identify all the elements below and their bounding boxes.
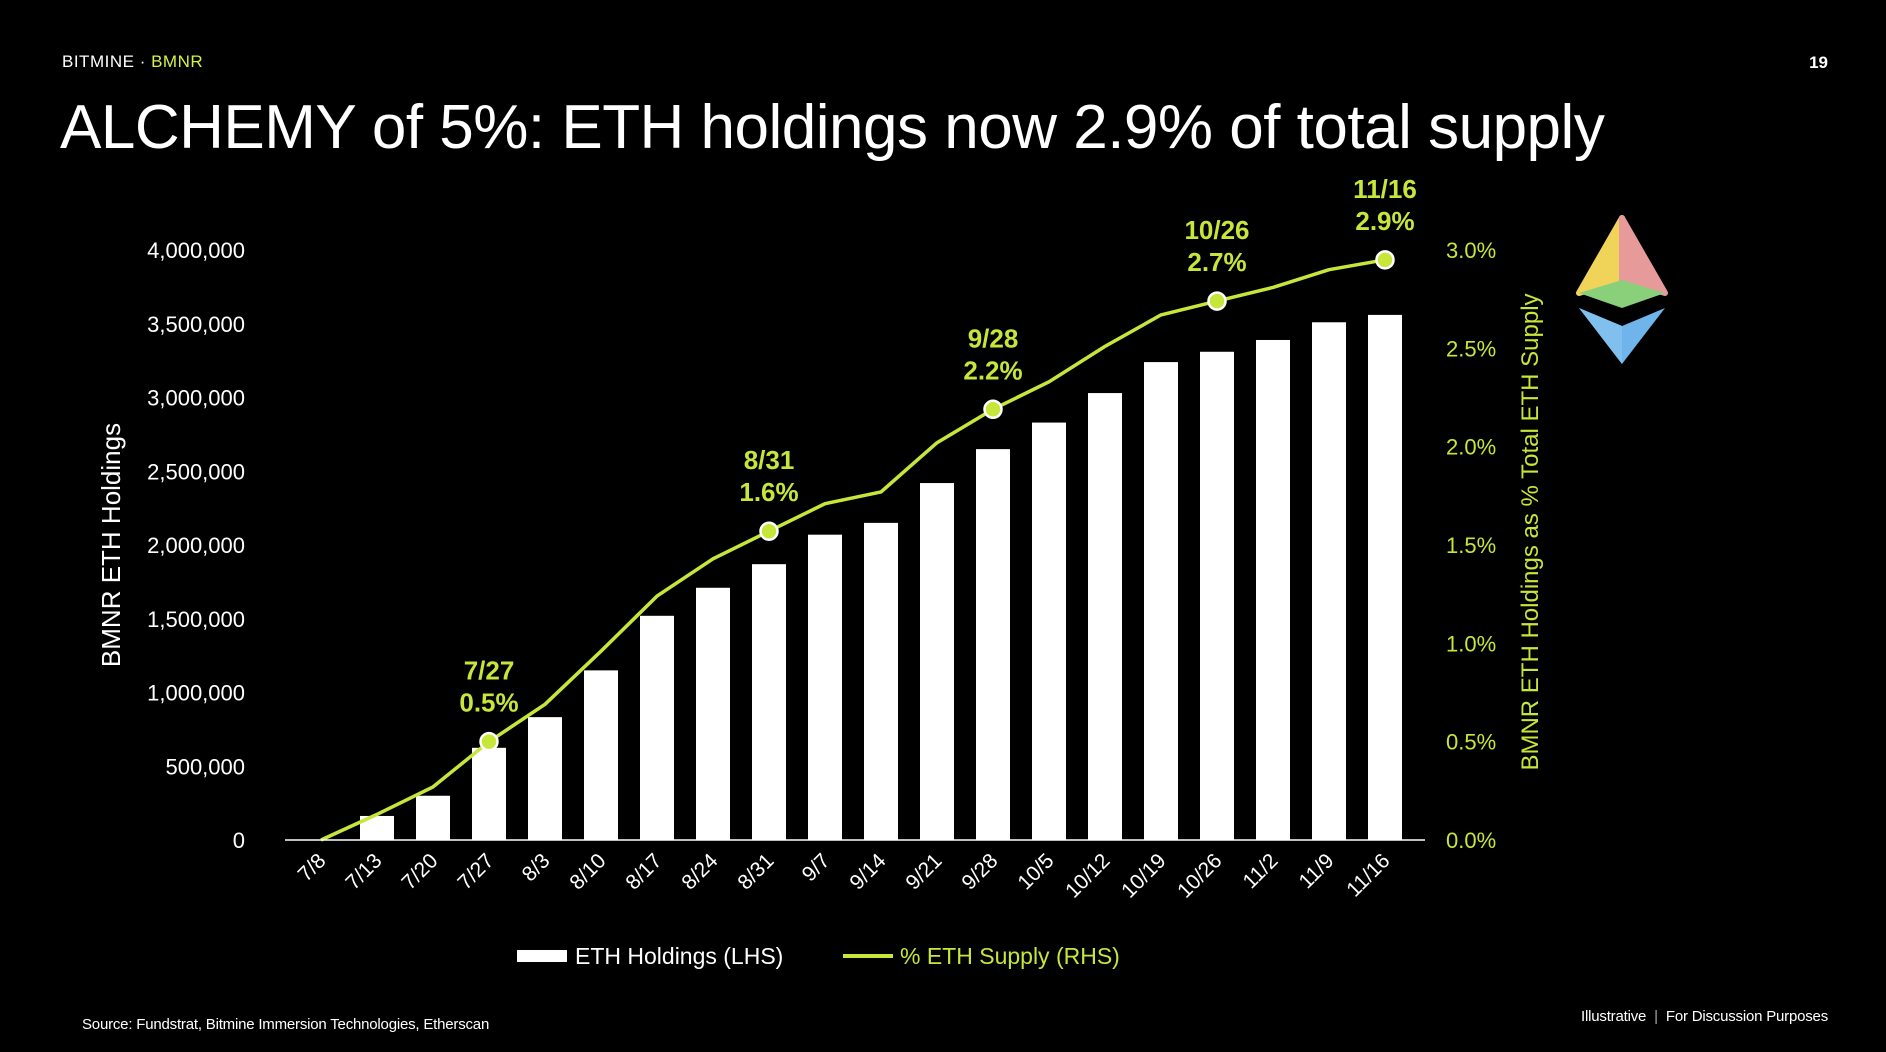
legend: ETH Holdings (LHS) % ETH Supply (RHS) [517,943,1120,969]
brand-header: BITMINE · BMNR [62,52,203,72]
right-tick-1: 0.5% [1446,730,1496,755]
left-tick-1: 500,000 [165,754,245,779]
bar-10/5 [1032,422,1066,840]
bar-7/27 [472,747,506,840]
page-title: ALCHEMY of 5%: ETH holdings now 2.9% of … [60,93,1605,162]
bar-8/31 [752,564,786,840]
bar-8/24 [696,587,730,840]
x-tick-11/2: 11/2 [1238,849,1282,893]
right-tick-6: 3.0% [1446,238,1496,263]
x-tick-10/19: 10/19 [1117,849,1170,902]
bar-10/19 [1144,362,1178,840]
marker-10/26 [1207,291,1227,311]
footer-note: Illustrative | For Discussion Purposes [1581,1008,1828,1025]
left-tick-6: 3,000,000 [147,386,245,411]
bar-10/26 [1200,351,1234,840]
x-tick-11/16: 11/16 [1342,849,1394,901]
marker-8/31 [759,521,779,541]
x-tick-9/28: 9/28 [957,849,1002,894]
annotation-date-7/27: 7/27 [464,656,515,686]
left-tick-7: 3,500,000 [147,312,245,337]
left-tick-4: 2,000,000 [147,533,245,558]
marker-7/27 [479,731,499,752]
marker-9/28 [983,399,1003,420]
right-tick-2: 1.0% [1446,631,1496,656]
x-tick-8/17: 8/17 [621,849,666,894]
x-tick-11/9: 11/9 [1294,849,1338,893]
bar-7/20 [416,795,450,840]
x-axis-ticks: 7/8 7/13 7/20 7/27 8/3 8/10 8/17 8/24 8/31 9/7 9/1… [294,849,1395,903]
bars-group [360,314,1402,840]
bar-9/28 [976,449,1010,840]
annotation-value-9/28: 2.2% [963,355,1022,385]
left-axis-label: BMNR ETH Holdings [96,423,126,667]
right-tick-4: 2.0% [1446,435,1496,460]
source-note: Source: Fundstrat, Bitmine Immersion Tec… [82,1016,490,1033]
x-tick-7/20: 7/20 [397,849,442,894]
left-tick-2: 1,000,000 [147,681,245,706]
x-tick-7/27: 7/27 [453,849,498,894]
x-tick-9/21: 9/21 [901,849,946,894]
x-tick-8/31: 8/31 [733,849,778,894]
x-tick-8/24: 8/24 [677,849,722,894]
right-axis-label: BMNR ETH Holdings as % Total ETH Supply [1517,293,1544,770]
annotation-value-8/31: 1.6% [739,477,798,507]
x-tick-9/14: 9/14 [845,849,890,894]
brand-ticker: BMNR [151,52,204,71]
bar-9/7 [808,534,842,840]
annotation-value-10/26: 2.7% [1187,247,1246,277]
footer-note-left: Illustrative [1581,1008,1647,1025]
annotation-date-10/26: 10/26 [1184,215,1249,245]
left-tick-0: 0 [233,828,245,853]
left-axis-ticks: 0 500,000 1,000,000 1,500,000 2,000,000 2,500… [147,238,245,853]
x-tick-7/8: 7/8 [294,849,331,886]
annotation-date-11/16: 11/16 [1353,174,1417,204]
bar-8/17 [640,615,674,840]
left-tick-8: 4,000,000 [147,238,245,263]
x-tick-8/10: 8/10 [565,849,610,894]
annotation-date-8/31: 8/31 [744,445,795,475]
legend-label-supply: % ETH Supply (RHS) [900,943,1120,969]
bar-8/10 [584,670,618,840]
bar-8/3 [528,717,562,840]
annotations-group: 7/270.5% 8/311.6% 9/282.2% 10/262.7% 11/162.… [459,174,1417,752]
x-tick-8/3: 8/3 [518,849,555,886]
marker-11/16 [1375,250,1395,270]
bar-9/14 [864,522,898,840]
right-tick-0: 0.0% [1446,828,1496,853]
left-tick-5: 2,500,000 [147,459,245,484]
bar-11/16 [1368,314,1402,840]
annotation-date-9/28: 9/28 [968,323,1019,353]
ethereum-prism-logo [1576,215,1668,364]
annotation-value-11/16: 2.9% [1355,206,1414,236]
right-tick-5: 2.5% [1446,336,1496,361]
bar-9/21 [920,483,954,840]
legend-label-holdings: ETH Holdings (LHS) [575,943,783,969]
left-tick-3: 1,500,000 [147,607,245,632]
x-tick-9/7: 9/7 [798,849,835,886]
legend-bar-swatch [517,950,567,962]
footer-note-right: For Discussion Purposes [1665,1008,1828,1025]
bar-10/12 [1088,393,1122,840]
brand-separator: · [139,52,146,71]
x-tick-10/5: 10/5 [1013,849,1058,894]
x-tick-10/26: 10/26 [1173,849,1226,902]
bar-11/9 [1312,322,1346,840]
right-axis-ticks: 0.0% 0.5% 1.0% 1.5% 2.0% 2.5% 3.0% [1446,238,1496,853]
right-tick-3: 1.5% [1446,533,1496,558]
x-tick-7/13: 7/13 [341,849,386,894]
page-number: 19 [1809,53,1828,72]
annotation-value-7/27: 0.5% [459,688,518,718]
footer-note-separator: | [1654,1008,1658,1025]
x-tick-10/12: 10/12 [1061,849,1114,902]
bar-11/2 [1256,339,1290,840]
brand-name: BITMINE [62,52,135,71]
